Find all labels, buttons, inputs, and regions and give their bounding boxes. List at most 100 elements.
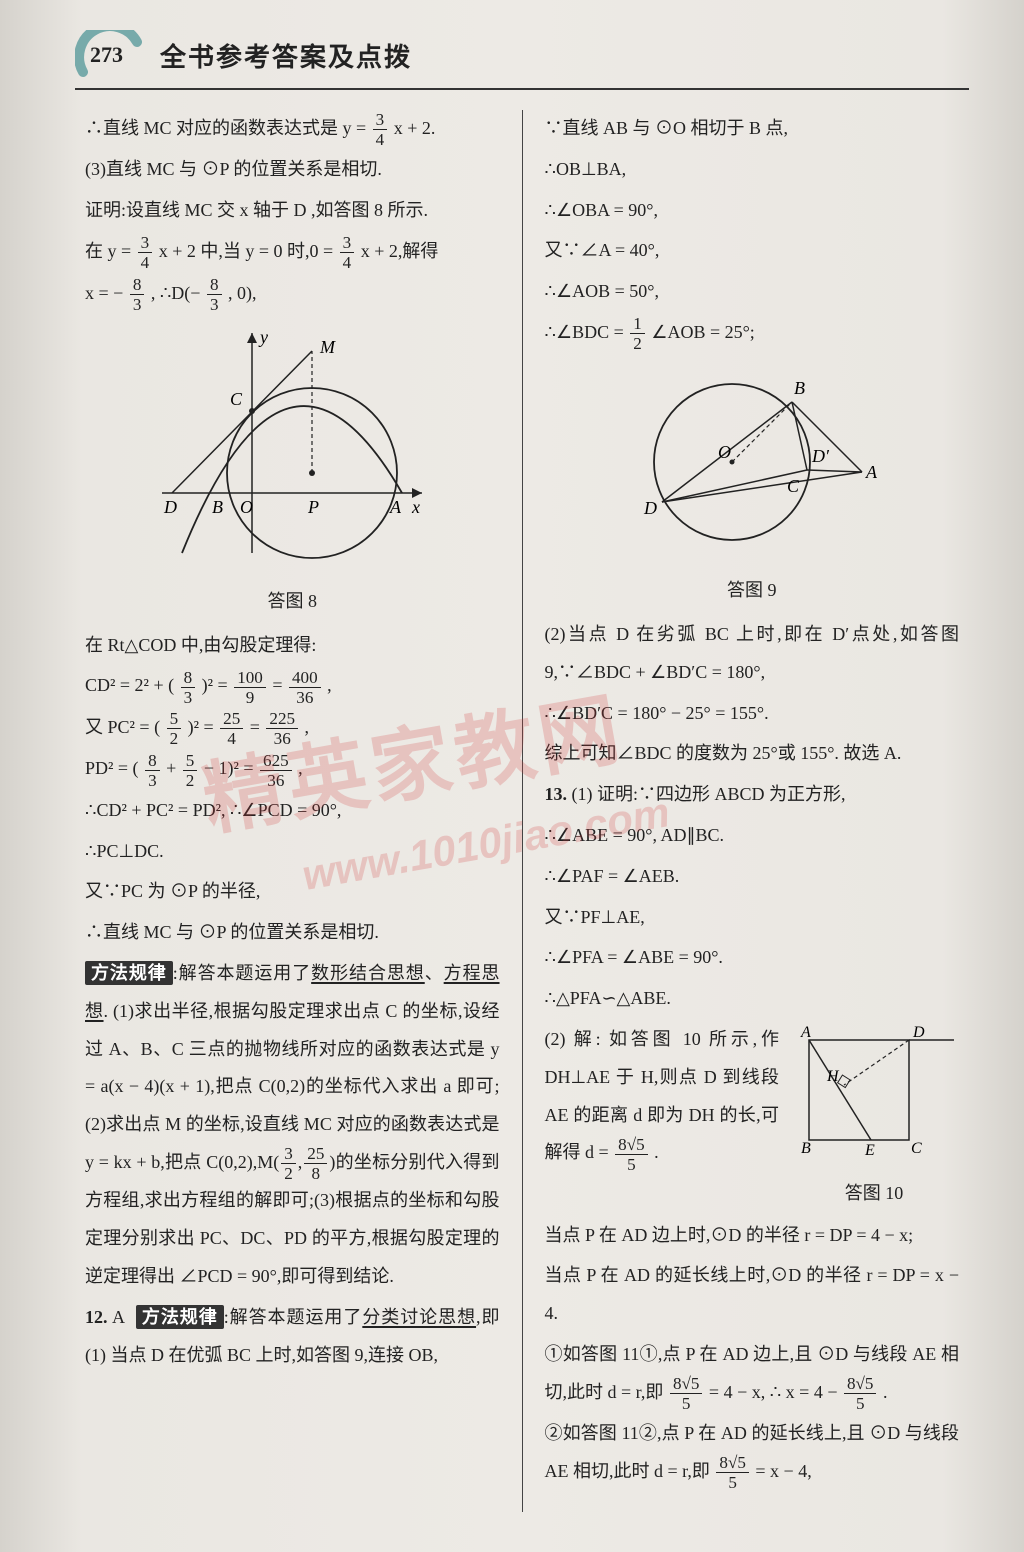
figure-10-caption: 答图 10 — [789, 1175, 959, 1213]
text: :解答本题运用了 — [173, 963, 311, 983]
text-line: 综上可知∠BDC 的度数为 25°或 155°. 故选 A. — [545, 735, 960, 773]
page-header: 273 全书参考答案及点拨 — [75, 30, 969, 90]
text: , — [298, 758, 303, 778]
q12-block: 12. A 方法规律:解答本题运用了分类讨论思想,即 (1) 当点 D 在优弧 … — [85, 1299, 500, 1375]
figure-8: y M C D B O P A x 答图 8 — [85, 323, 500, 621]
fraction: 8√55 — [615, 1136, 647, 1173]
fraction: 83 — [145, 752, 160, 789]
text: :解答本题运用了 — [224, 1307, 363, 1327]
svg-text:B: B — [794, 378, 805, 398]
text: = — [250, 717, 265, 737]
text: = 4 − x, ∴ x = 4 − — [709, 1382, 842, 1402]
text-line: ∴∠BD′C = 180° − 25° = 155°. — [545, 695, 960, 733]
svg-text:D: D — [912, 1025, 925, 1041]
text-line: ∴∠PAF = ∠AEB. — [545, 858, 960, 896]
fraction: 12 — [630, 315, 645, 352]
text-line: 在 y = 34 x + 2 中,当 y = 0 时,0 = 34 x + 2,… — [85, 233, 500, 271]
text-line: ∴△PFA∽△ABE. — [545, 980, 960, 1018]
text-line: ∴∠ABE = 90°, AD∥BC. — [545, 817, 960, 855]
fraction: 34 — [138, 234, 153, 271]
page: 273 全书参考答案及点拨 ∴直线 MC 对应的函数表达式是 y = 34 x … — [0, 0, 1024, 1552]
item-number: 12. — [85, 1307, 108, 1327]
svg-text:y: y — [258, 327, 268, 347]
svg-text:A: A — [800, 1025, 811, 1041]
figure-8-caption: 答图 8 — [85, 583, 500, 621]
text-line: ②如答图 11②,点 P 在 AD 的延长线上,且 ⊙D 与线段 AE 相切,此… — [545, 1415, 960, 1491]
text-line: 又∵∠A = 40°, — [545, 232, 960, 270]
fraction: 8√55 — [716, 1454, 748, 1491]
fraction: 34 — [373, 111, 388, 148]
svg-text:D: D — [163, 497, 177, 517]
figure-9-svg: B D′ A O C D — [622, 362, 882, 552]
text: x + 2 中,当 y = 0 时,0 = — [159, 241, 338, 261]
text: ∴直线 MC 对应的函数表达式是 y = — [85, 118, 371, 138]
fraction: 8√55 — [844, 1375, 876, 1412]
fraction: 62536 — [260, 752, 292, 789]
fraction: 52 — [167, 710, 182, 747]
fraction: 52 — [183, 752, 198, 789]
text: CD² = 2² + ( — [85, 675, 174, 695]
text: , — [298, 1152, 303, 1172]
text: 又 PC² = ( — [85, 717, 160, 737]
text: (2) 解: 如答图 10 所示,作 DH⊥AE 于 H,则点 D 到线段 AE… — [545, 1029, 780, 1162]
fraction: 83 — [207, 276, 222, 313]
text-line: (2)当点 D 在劣弧 BC 上时,即在 D′点处,如答图 9,∵∠BDC + … — [545, 616, 960, 692]
text: x + 2,解得 — [361, 241, 439, 261]
text: x + 2. — [394, 118, 436, 138]
svg-text:D′: D′ — [811, 446, 830, 466]
method-label: 方法规律 — [85, 961, 173, 985]
figure-10-svg: A D H B E C — [789, 1025, 959, 1155]
page-badge: 273 — [75, 30, 145, 80]
text: , — [327, 675, 332, 695]
svg-text:P: P — [307, 497, 319, 517]
fraction: 32 — [281, 1145, 296, 1182]
text-line: 又∵PC 为 ⊙P 的半径, — [85, 873, 500, 911]
figure-10: A D H B E C 答图 10 — [789, 1025, 959, 1213]
svg-text:O: O — [718, 442, 731, 462]
method-label: 方法规律 — [136, 1305, 224, 1329]
text-line: ∴∠AOB = 50°, — [545, 273, 960, 311]
text-line: ①如答图 11①,点 P 在 AD 边上,且 ⊙D 与线段 AE 相切,此时 d… — [545, 1336, 960, 1412]
text: 在 y = — [85, 241, 136, 261]
fraction: 8√55 — [670, 1375, 702, 1412]
method-block: 方法规律:解答本题运用了数形结合思想、方程思想. (1)求出半径,根据勾股定理求… — [85, 955, 500, 1296]
svg-text:A: A — [865, 462, 878, 482]
text-line: (3)直线 MC 与 ⊙P 的位置关系是相切. — [85, 151, 500, 189]
text: x = − — [85, 283, 128, 303]
text: + — [166, 758, 181, 778]
text: ∴∠BDC = — [545, 322, 629, 342]
text-line: x = − 83 , ∴D(− 83 , 0), — [85, 275, 500, 313]
figure-9: B D′ A O C D 答图 9 — [545, 362, 960, 610]
text: , ∴D(− — [151, 283, 205, 303]
text-line: 13. (1) 证明:∵四边形 ABCD 为正方形, — [545, 776, 960, 814]
text-line: ∴∠BDC = 12 ∠AOB = 25°; — [545, 314, 960, 352]
svg-text:D: D — [643, 498, 657, 518]
text-line: CD² = 2² + ( 83 )² = 1009 = 40036 , — [85, 667, 500, 705]
svg-text:C: C — [787, 476, 800, 496]
text-line: ∴∠PFA = ∠ABE = 90°. — [545, 939, 960, 977]
svg-text:C: C — [230, 389, 243, 409]
text-line: ∴直线 MC 对应的函数表达式是 y = 34 x + 2. — [85, 110, 500, 148]
fraction: 1009 — [234, 669, 266, 706]
svg-text:A: A — [389, 497, 402, 517]
text: = x − 4, — [755, 1461, 811, 1481]
text: . — [654, 1142, 659, 1162]
fraction: 258 — [304, 1145, 327, 1182]
right-column: ∵直线 AB 与 ⊙O 相切于 B 点, ∴OB⊥BA, ∴∠OBA = 90°… — [523, 110, 970, 1512]
fraction: 83 — [181, 669, 196, 706]
fraction: 40036 — [289, 669, 321, 706]
text: ②如答图 11②,点 P 在 AD 的延长线上,且 ⊙D 与线段 AE 相切,此… — [545, 1423, 960, 1481]
svg-text:E: E — [864, 1142, 875, 1155]
text: (1) 证明:∵四边形 ABCD 为正方形, — [572, 784, 846, 804]
text: PD² = ( — [85, 758, 139, 778]
svg-text:C: C — [911, 1140, 922, 1155]
text: )² = — [188, 717, 219, 737]
fraction: 83 — [130, 276, 145, 313]
text-line: ∵直线 AB 与 ⊙O 相切于 B 点, — [545, 110, 960, 148]
underlined: 分类讨论思想 — [362, 1307, 476, 1327]
text-line: 证明:设直线 MC 交 x 轴于 D ,如答图 8 所示. — [85, 192, 500, 230]
text-line: 又 PC² = ( 52 )² = 254 = 22536 , — [85, 709, 500, 747]
text: )² = — [202, 675, 233, 695]
figure-9-caption: 答图 9 — [545, 572, 960, 610]
text: − 1)² = — [204, 758, 258, 778]
